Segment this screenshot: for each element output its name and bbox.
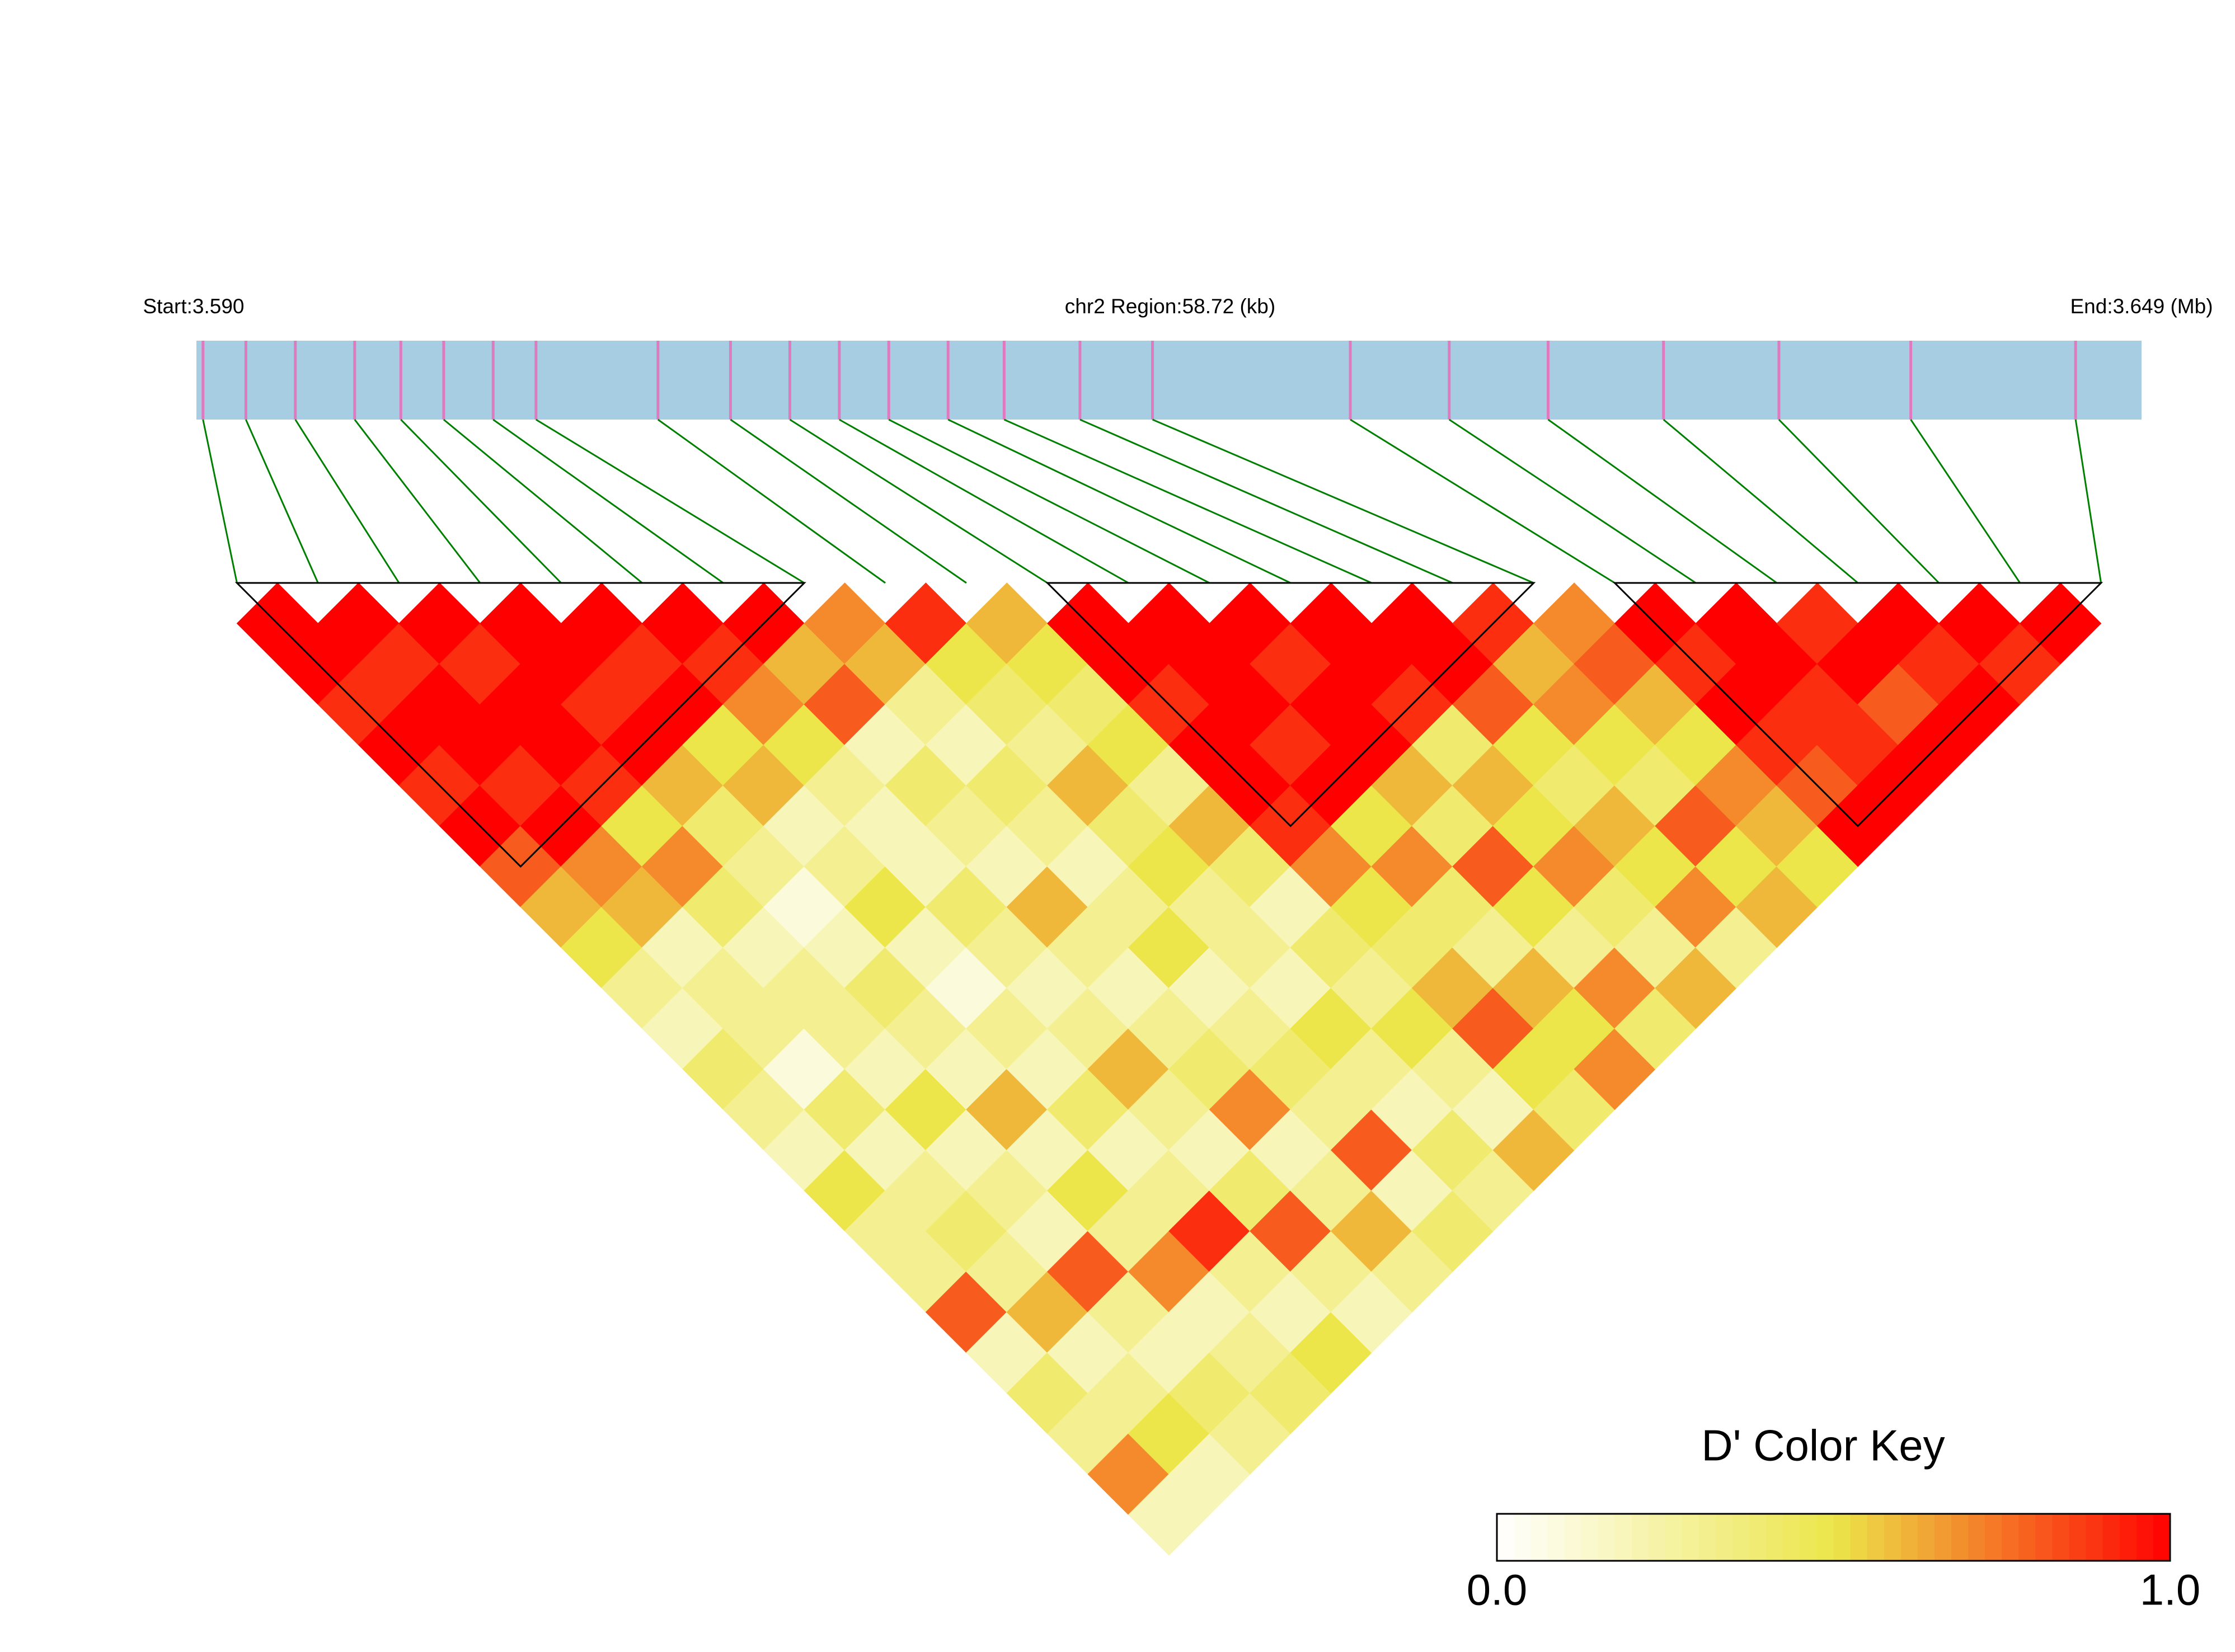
color-key-step (1631, 1514, 1649, 1561)
snp-link (1778, 418, 1940, 584)
snp-link (1448, 418, 1697, 584)
color-key-step (1614, 1514, 1632, 1561)
snp-link (657, 418, 886, 584)
snp-link (789, 418, 1048, 584)
snp-link (2074, 419, 2102, 583)
snp-link (1152, 418, 1534, 584)
color-key-step (1530, 1514, 1548, 1561)
ld-block (234, 582, 806, 868)
color-key-step (1934, 1514, 1952, 1561)
color-key-step (1732, 1514, 1750, 1561)
color-key-step (1766, 1514, 1784, 1561)
ld-block (1045, 582, 1536, 827)
color-key-step (1884, 1514, 1901, 1561)
color-key-step (1900, 1514, 1918, 1561)
snp-link (947, 418, 1291, 584)
color-key-step (2119, 1514, 2137, 1561)
color-key-step (1800, 1514, 1818, 1561)
color-key-step (2136, 1514, 2154, 1561)
snp-link (443, 418, 643, 584)
color-key-step (1698, 1514, 1716, 1561)
snp-link (400, 418, 562, 584)
start-label: Start:3.590 (143, 295, 244, 318)
legend-title: D' Color Key (1701, 1421, 1945, 1470)
color-key-step (1648, 1514, 1666, 1561)
color-key-step (2052, 1514, 2070, 1561)
color-key-step (2069, 1514, 2087, 1561)
snp-link (1910, 419, 2021, 583)
end-label: End:3.649 (Mb) (2070, 295, 2213, 318)
color-key-step (1968, 1514, 1986, 1561)
color-key-step (1850, 1514, 1868, 1561)
snp-link (354, 419, 481, 583)
color-key-step (1816, 1514, 1834, 1561)
color-key-step (1951, 1514, 1969, 1561)
color-key-step (2018, 1514, 2036, 1561)
snp-link (1663, 418, 1859, 584)
snp-link (202, 419, 238, 583)
color-key-label: 1.0 (2140, 1565, 2200, 1615)
color-key-frame (1496, 1513, 2171, 1562)
color-key-step (1985, 1514, 2003, 1561)
snp-link (1350, 418, 1616, 584)
snp-link (1079, 418, 1453, 584)
color-key-step (1547, 1514, 1565, 1561)
color-key-step (1749, 1514, 1767, 1561)
snp-link (1547, 418, 1778, 584)
snp-bar (196, 341, 2142, 420)
color-key-step (1665, 1514, 1683, 1561)
color-key-step (2153, 1514, 2171, 1561)
snp-link (730, 418, 967, 584)
snp-link (1003, 418, 1372, 584)
color-key-step (1783, 1514, 1801, 1561)
color-key-step (1497, 1514, 1515, 1561)
snp-link (888, 418, 1210, 584)
color-key-step (1598, 1514, 1616, 1561)
snp-link (839, 418, 1129, 584)
color-key-step (2102, 1514, 2120, 1561)
color-key-step (1581, 1514, 1599, 1561)
color-key-step (2035, 1514, 2053, 1561)
color-key-step (1564, 1514, 1582, 1561)
color-key-step (1867, 1514, 1885, 1561)
color-key-step (1715, 1514, 1734, 1561)
color-key-step (1917, 1514, 1935, 1561)
color-key-step (1833, 1514, 1851, 1561)
color-key-step (2086, 1514, 2103, 1561)
snp-link (536, 418, 805, 584)
region-label: chr2 Region:58.72 (kb) (1065, 295, 1275, 318)
snp-link (245, 419, 319, 583)
color-key-label: 0.0 (1467, 1565, 1527, 1615)
color-key-step (1682, 1514, 1699, 1561)
color-key-step (1514, 1514, 1532, 1561)
snp-link (294, 419, 400, 583)
snp-link (492, 418, 724, 584)
ld-block (1612, 582, 2103, 827)
color-key-step (2002, 1514, 2020, 1561)
